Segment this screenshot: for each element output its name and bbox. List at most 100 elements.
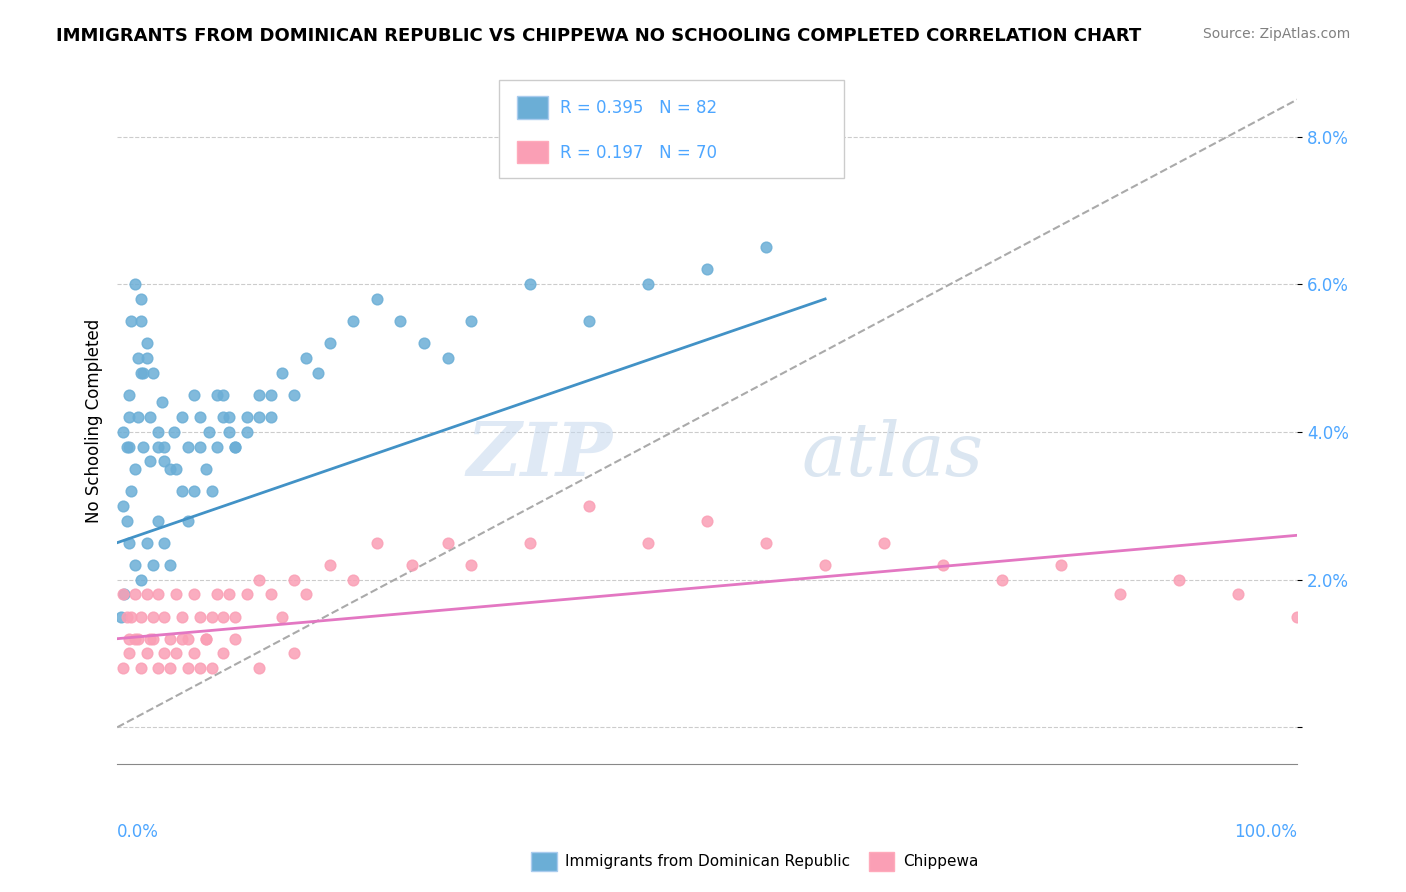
Text: Immigrants from Dominican Republic: Immigrants from Dominican Republic — [565, 855, 851, 869]
Point — [177, 514, 200, 528]
Point — [259, 587, 281, 601]
Point — [148, 514, 170, 528]
Point — [177, 440, 200, 454]
Point — [172, 483, 194, 498]
Point — [135, 647, 157, 661]
Point — [200, 483, 222, 498]
Point — [271, 609, 294, 624]
Point — [124, 277, 146, 292]
Point — [578, 314, 600, 328]
Point — [172, 632, 194, 646]
Point — [159, 632, 181, 646]
Point — [142, 632, 165, 646]
Point — [183, 647, 205, 661]
Point — [696, 262, 718, 277]
Point — [118, 535, 141, 549]
Point — [207, 587, 229, 601]
Point — [318, 558, 340, 572]
Point — [177, 661, 200, 675]
Point — [194, 462, 217, 476]
Point — [247, 573, 270, 587]
Point — [207, 440, 229, 454]
Point — [150, 395, 173, 409]
Point — [129, 573, 152, 587]
Point — [115, 514, 138, 528]
Point — [460, 314, 482, 328]
Point — [212, 647, 235, 661]
Point — [224, 440, 246, 454]
Point — [637, 535, 659, 549]
Point — [578, 499, 600, 513]
Point — [148, 587, 170, 601]
Point — [932, 558, 955, 572]
Point — [755, 240, 778, 254]
Point — [127, 410, 149, 425]
Point — [142, 558, 165, 572]
Point — [1109, 587, 1132, 601]
Point — [188, 440, 211, 454]
Point — [188, 661, 211, 675]
Point — [129, 314, 152, 328]
Point — [259, 388, 281, 402]
Point — [198, 425, 221, 439]
Point — [153, 647, 176, 661]
Point — [159, 661, 181, 675]
Point — [1227, 587, 1250, 601]
Point — [129, 366, 152, 380]
Point — [124, 462, 146, 476]
Point — [124, 558, 146, 572]
Point — [153, 535, 176, 549]
Point — [236, 410, 259, 425]
Point — [460, 558, 482, 572]
Point — [118, 388, 141, 402]
Point — [129, 609, 152, 624]
Point — [814, 558, 837, 572]
Point — [135, 336, 157, 351]
Point — [148, 440, 170, 454]
Point — [200, 661, 222, 675]
Point — [120, 609, 142, 624]
Point — [401, 558, 423, 572]
Point — [165, 647, 187, 661]
Point — [139, 632, 162, 646]
Point — [318, 336, 340, 351]
Text: 100.0%: 100.0% — [1234, 823, 1298, 841]
Point — [271, 366, 294, 380]
Point — [172, 410, 194, 425]
Point — [132, 440, 155, 454]
Point — [112, 587, 135, 601]
Point — [165, 587, 187, 601]
Point — [142, 366, 165, 380]
Point — [212, 609, 235, 624]
Text: R = 0.395   N = 82: R = 0.395 N = 82 — [560, 99, 717, 117]
Point — [224, 440, 246, 454]
Point — [139, 454, 162, 468]
Point — [159, 558, 181, 572]
Point — [295, 587, 318, 601]
Point — [991, 573, 1014, 587]
Text: R = 0.197   N = 70: R = 0.197 N = 70 — [560, 144, 717, 161]
Point — [200, 609, 222, 624]
Point — [153, 454, 176, 468]
Point — [115, 609, 138, 624]
Y-axis label: No Schooling Completed: No Schooling Completed — [86, 318, 103, 523]
Point — [366, 535, 388, 549]
Point — [159, 462, 181, 476]
Point — [132, 366, 155, 380]
Point — [163, 425, 186, 439]
Point — [129, 292, 152, 306]
Point — [120, 314, 142, 328]
Point — [1168, 573, 1191, 587]
Point — [212, 388, 235, 402]
Point — [194, 632, 217, 646]
Point — [124, 632, 146, 646]
Text: Source: ZipAtlas.com: Source: ZipAtlas.com — [1202, 27, 1350, 41]
Point — [873, 535, 896, 549]
Point — [194, 632, 217, 646]
Point — [218, 425, 240, 439]
Point — [112, 661, 135, 675]
Point — [118, 410, 141, 425]
Point — [436, 535, 458, 549]
Point — [127, 351, 149, 365]
Text: IMMIGRANTS FROM DOMINICAN REPUBLIC VS CHIPPEWA NO SCHOOLING COMPLETED CORRELATIO: IMMIGRANTS FROM DOMINICAN REPUBLIC VS CH… — [56, 27, 1142, 45]
